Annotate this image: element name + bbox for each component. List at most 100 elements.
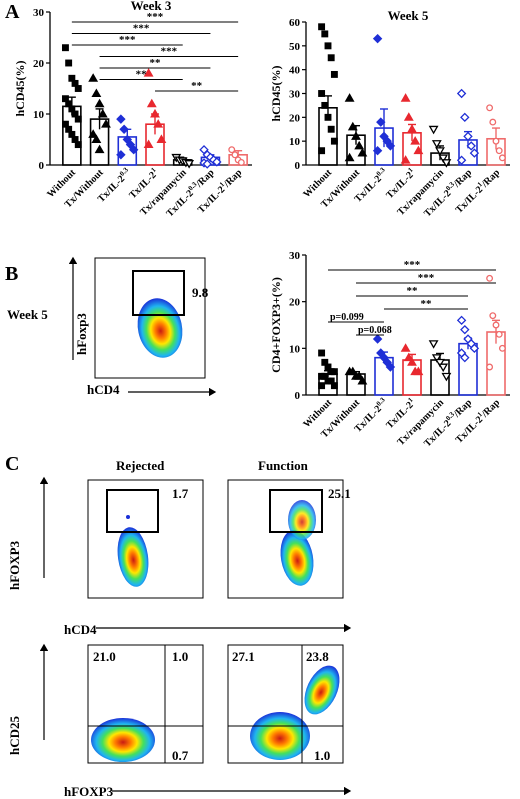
flow-panel-c: Rejected Function 1.7 25.1 hFOXP3 hCD4 2… xyxy=(7,458,352,799)
significance-label: *** xyxy=(418,272,435,284)
chart-treg: 0102030CD4+FOXP3+(%)WithoutTx/WithoutTx/… xyxy=(269,250,510,449)
flow-c-function-bottom-density-diag xyxy=(304,665,340,715)
y-tick-label: 20 xyxy=(33,58,45,70)
flow-b-y-label: hFoxp3 xyxy=(74,313,89,355)
data-point xyxy=(492,321,500,329)
data-point xyxy=(318,90,326,97)
data-point xyxy=(357,147,368,157)
flow-c-function-top-density-high xyxy=(288,500,316,540)
data-point xyxy=(495,147,503,155)
data-point xyxy=(435,358,445,368)
data-point xyxy=(347,121,358,131)
data-point xyxy=(116,150,126,160)
significance-label: p=0.068 xyxy=(358,325,392,336)
data-point xyxy=(413,145,424,155)
data-point xyxy=(385,362,396,372)
data-point xyxy=(435,147,445,156)
data-point xyxy=(318,382,326,390)
y-tick-label: 60 xyxy=(289,17,301,29)
flow-c-function-q-ul: 27.1 xyxy=(232,649,255,664)
flow-c-top-x-label: hCD4 xyxy=(64,622,97,637)
y-tick-label: 20 xyxy=(289,297,301,309)
significance-label: *** xyxy=(147,11,164,23)
data-point xyxy=(492,137,500,145)
flow-c-top-y-label: hFOXP3 xyxy=(7,540,22,590)
flow-b-week-label: Week 5 xyxy=(7,307,48,322)
flow-c-function-title: Function xyxy=(258,458,309,473)
data-point xyxy=(486,363,494,371)
data-point xyxy=(486,274,494,282)
y-tick-label: 0 xyxy=(295,160,301,172)
data-point xyxy=(351,131,361,140)
significance-label: ** xyxy=(407,285,419,297)
data-point xyxy=(428,340,439,349)
y-tick-label: 10 xyxy=(289,343,301,355)
flow-c-function-top-frame xyxy=(227,479,344,599)
data-point xyxy=(318,147,326,155)
data-point xyxy=(91,88,102,98)
y-tick-label: 20 xyxy=(289,112,301,124)
data-point xyxy=(321,30,329,38)
data-point xyxy=(237,158,245,166)
data-point xyxy=(62,44,69,52)
flow-c-function-bottom-density-main xyxy=(250,712,310,760)
data-point xyxy=(231,151,239,159)
data-point xyxy=(146,98,157,108)
data-point xyxy=(143,68,154,77)
data-point xyxy=(74,141,82,149)
y-tick-label: 30 xyxy=(289,89,301,101)
data-point xyxy=(212,157,222,167)
data-point xyxy=(460,112,470,123)
flow-c-gate-function: 25.1 xyxy=(328,486,351,501)
data-point xyxy=(321,101,329,109)
data-point xyxy=(385,141,396,151)
data-point xyxy=(354,140,365,150)
flow-b-density xyxy=(137,298,183,358)
data-point xyxy=(407,357,417,366)
flow-c-rejected-q-lr: 0.7 xyxy=(172,748,189,763)
flow-c-function-top-density-low xyxy=(280,530,314,586)
flow-b-x-label: hCD4 xyxy=(87,382,120,397)
y-tick-label: 40 xyxy=(289,65,301,77)
data-point xyxy=(441,372,452,382)
data-point xyxy=(327,125,335,133)
data-point xyxy=(438,154,449,163)
data-point xyxy=(489,312,497,320)
data-point xyxy=(119,124,129,135)
data-point xyxy=(88,73,99,82)
data-point xyxy=(184,160,195,169)
chart-title: Week 5 xyxy=(388,8,429,23)
flow-panel-b: Week 5 9.8 hFoxp3 hCD4 xyxy=(7,256,217,397)
data-point xyxy=(330,137,338,145)
data-point xyxy=(456,88,467,99)
chart-title: Week 3 xyxy=(131,0,172,13)
y-axis-label: hCD45(%) xyxy=(13,60,27,116)
data-point xyxy=(324,42,332,50)
data-point xyxy=(456,315,467,326)
y-tick-label: 0 xyxy=(295,390,301,402)
data-point xyxy=(128,144,139,155)
data-point xyxy=(469,343,480,354)
data-point xyxy=(372,33,383,44)
y-tick-label: 30 xyxy=(33,7,45,19)
data-point xyxy=(495,330,503,338)
flow-c-rejected-q-ul: 21.0 xyxy=(93,649,116,664)
data-point xyxy=(469,148,480,158)
y-tick-label: 10 xyxy=(33,109,45,121)
data-point xyxy=(91,134,102,143)
data-point xyxy=(94,144,105,154)
significance-label: *** xyxy=(133,23,150,35)
data-point xyxy=(143,139,154,149)
flow-c-rejected-title: Rejected xyxy=(116,458,165,473)
data-point xyxy=(153,119,164,128)
data-point xyxy=(407,124,417,133)
significance-label: ** xyxy=(150,57,162,69)
data-point xyxy=(466,141,476,151)
data-point xyxy=(441,159,452,168)
data-point xyxy=(347,366,358,376)
data-point xyxy=(410,136,421,145)
data-point xyxy=(330,70,338,78)
significance-label: *** xyxy=(404,259,421,271)
